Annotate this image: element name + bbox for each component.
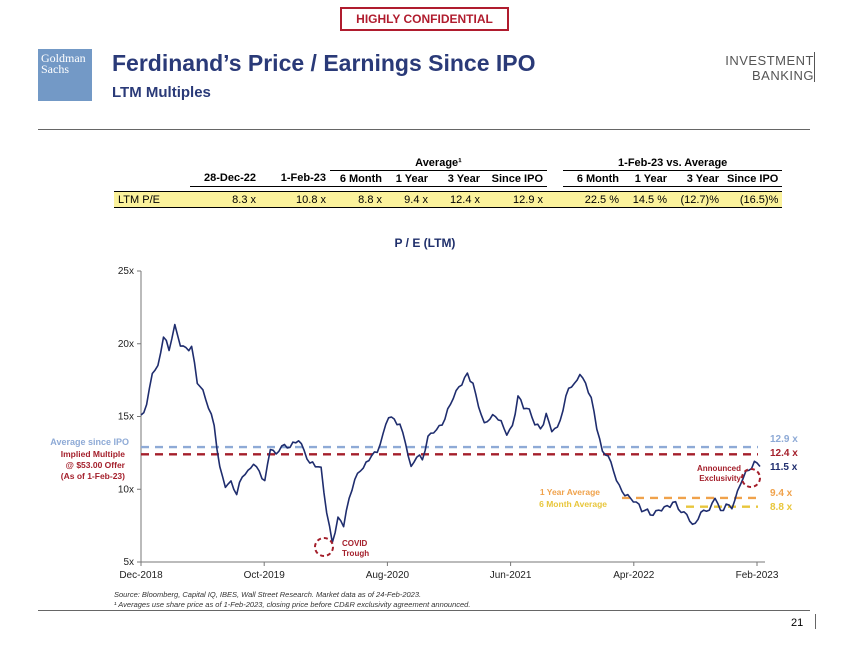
six-month-average-label: 6 Month Average <box>539 499 607 509</box>
footnotes: Source: Bloomberg, Capital IQ, IBES, Wal… <box>114 590 470 610</box>
col-header: 6 Month <box>563 170 623 187</box>
footer-rule <box>38 610 810 611</box>
table-cell: 12.9 x <box>484 191 547 208</box>
page-number: 21 <box>791 617 804 629</box>
reference-value-label: 12.9 x <box>770 434 798 445</box>
col-header: 3 Year <box>432 170 484 187</box>
reference-value-label: 9.4 x <box>770 488 793 499</box>
implied-date-label: (As of 1-Feb-23) <box>61 471 125 481</box>
group-header-average: Average¹ <box>330 155 547 171</box>
page-subtitle: LTM Multiples <box>112 84 211 101</box>
x-tick-label: Apr-2022 <box>613 570 655 581</box>
implied-offer-label: @ $53.00 Offer <box>66 460 126 470</box>
chart-title: P / E (LTM) <box>394 236 456 250</box>
avg-since-ipo-label: Average since IPO <box>50 437 129 447</box>
table-cell: 22.5 % <box>563 191 623 208</box>
division-label: INVESTMENT BANKING <box>725 53 814 83</box>
confidential-badge: HIGHLY CONFIDENTIAL <box>340 7 509 31</box>
col-header: 28-Dec-22 <box>190 170 260 187</box>
pe-series-line <box>140 323 761 544</box>
col-header: Since IPO <box>723 170 783 187</box>
col-header: Since IPO <box>484 170 547 187</box>
footnote-1: ¹ Averages use share price as of 1-Feb-2… <box>114 600 471 609</box>
col-header: 1 Year <box>623 170 671 187</box>
y-tick-label: 10x <box>118 484 134 495</box>
covid-label: COVID <box>342 539 368 548</box>
table-row-ltm-pe: LTM P/E 8.3 x 10.8 x 8.8 x 9.4 x 12.4 x … <box>114 191 783 208</box>
one-year-average-label: 1 Year Average <box>540 487 600 497</box>
y-tick-label: 5x <box>123 557 134 568</box>
table-cell: 8.3 x <box>190 191 260 208</box>
division-divider <box>814 52 815 82</box>
y-tick-label: 15x <box>118 412 134 423</box>
x-tick-label: Aug-2020 <box>366 570 410 581</box>
col-header: 3 Year <box>671 170 723 187</box>
page-title: Ferdinand’s Price / Earnings Since IPO <box>112 50 536 76</box>
announced-label: Announced <box>697 464 741 473</box>
table-cell: (16.5)% <box>723 191 783 208</box>
table-cell: 9.4 x <box>386 191 432 208</box>
reference-value-label: 12.4 x <box>770 448 798 459</box>
table-cell: (12.7)% <box>671 191 723 208</box>
y-tick-label: 25x <box>118 266 134 277</box>
x-tick-label: Dec-2018 <box>119 570 163 581</box>
header-rule <box>38 129 810 130</box>
x-tick-label: Jun-2021 <box>490 570 532 581</box>
goldman-sachs-logo: Goldman Sachs <box>38 49 92 101</box>
col-header: 6 Month <box>330 170 386 187</box>
table-cell: 10.8 x <box>260 191 330 208</box>
current-value-label: 11.5 x <box>770 462 798 473</box>
covid-trough-marker <box>314 537 334 557</box>
trough-label: Trough <box>342 549 369 558</box>
group-header-vs-average: 1-Feb-23 vs. Average <box>563 155 783 171</box>
multiples-table: Average¹ 1-Feb-23 vs. Average 28-Dec-22 … <box>114 155 783 208</box>
implied-multiple-label: Implied Multiple <box>61 449 125 459</box>
page-number-divider <box>815 614 816 629</box>
exclusivity-label: Exclusivity <box>699 474 741 483</box>
col-header: 1-Feb-23 <box>260 170 330 187</box>
table-cell: 14.5 % <box>623 191 671 208</box>
col-header: 1 Year <box>386 170 432 187</box>
x-tick-label: Feb-2023 <box>736 570 779 581</box>
x-tick-label: Oct-2019 <box>244 570 286 581</box>
y-tick-label: 20x <box>118 339 134 350</box>
table-cell: 12.4 x <box>432 191 484 208</box>
reference-value-label: 8.8 x <box>770 502 793 513</box>
table-cell: 8.8 x <box>330 191 386 208</box>
exclusivity-marker <box>741 468 761 488</box>
source-note: Source: Bloomberg, Capital IQ, IBES, Wal… <box>114 590 422 599</box>
row-label: LTM P/E <box>114 191 190 208</box>
